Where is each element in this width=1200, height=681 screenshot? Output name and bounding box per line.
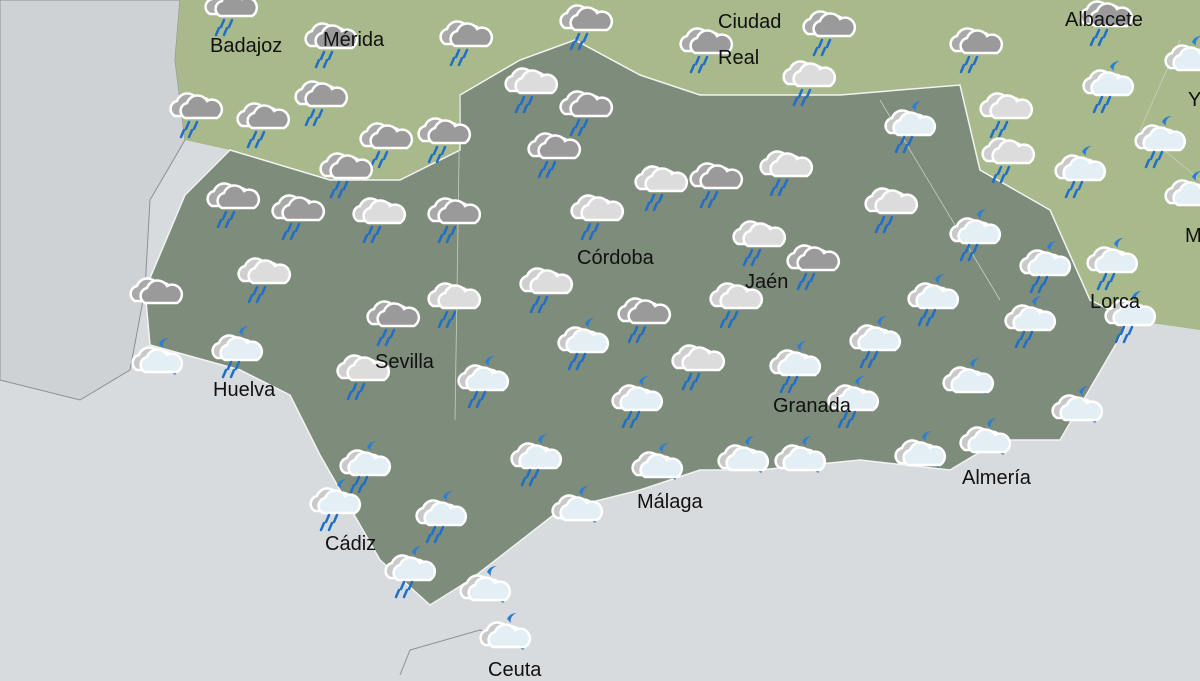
heavy-rain-cloud-icon xyxy=(802,10,857,57)
night-cloudy-icon xyxy=(959,417,1012,455)
heavy-rain-cloud-icon xyxy=(949,27,1004,74)
night-cloudy-icon xyxy=(1051,385,1104,423)
heavy-rain-cloud-icon xyxy=(359,122,414,169)
night-cloudy-icon xyxy=(942,357,995,395)
heavy-rain-cloud-icon xyxy=(366,300,421,347)
night-showers-icon xyxy=(415,490,468,544)
city-label-lorca: Lorca xyxy=(1090,291,1141,313)
city-label-jaen: Jaén xyxy=(745,271,789,293)
city-label-sevilla: Sevilla xyxy=(375,351,434,373)
rain-cloud-icon xyxy=(979,92,1034,139)
city-label-ciudad-real-2: Real xyxy=(718,47,760,69)
city-label-cadiz: Cádiz xyxy=(325,533,377,555)
city-label-merida: Mérida xyxy=(323,29,385,51)
city-label-badajoz: Badajoz xyxy=(210,35,283,57)
heavy-rain-cloud-icon xyxy=(559,4,614,51)
night-cloudy-icon xyxy=(131,337,184,375)
heavy-rain-cloud-icon xyxy=(169,92,224,139)
city-label-almeria: Almería xyxy=(962,467,1031,489)
heavy-rain-cloud-icon xyxy=(527,132,582,179)
rain-cloud-icon xyxy=(504,67,559,114)
night-showers-icon xyxy=(827,375,880,429)
rain-cloud-icon xyxy=(864,187,919,234)
night-showers-icon xyxy=(384,545,437,599)
night-cloudy-icon xyxy=(1164,171,1200,207)
night-cloudy-icon xyxy=(774,435,827,473)
night-showers-icon xyxy=(884,100,937,154)
rain-cloud-icon xyxy=(634,165,689,212)
night-cloudy-icon xyxy=(459,565,512,603)
night-showers-icon xyxy=(1086,237,1139,291)
city-label-albacete: Albacete xyxy=(1065,9,1143,31)
heavy-rain-cloud-icon xyxy=(294,80,349,127)
heavy-rain-cloud-icon xyxy=(204,0,259,37)
city-label-granada: Granada xyxy=(773,395,851,417)
night-cloudy-icon xyxy=(631,442,684,480)
night-cloudy-icon xyxy=(479,612,532,650)
night-showers-icon xyxy=(1019,240,1072,294)
heavy-rain-cloud-icon xyxy=(417,117,472,164)
rain-cloud-icon xyxy=(759,150,814,197)
night-showers-icon xyxy=(510,433,563,487)
night-cloudy-icon xyxy=(551,485,604,523)
night-showers-icon xyxy=(949,208,1002,262)
city-label-ciudad-real-1: Ciudad xyxy=(718,11,782,33)
rain-cloud-icon xyxy=(427,282,482,329)
rain-cloud-icon xyxy=(732,220,787,267)
rain-cloud-icon xyxy=(570,194,625,241)
night-showers-icon xyxy=(1134,115,1187,169)
rain-cloud-icon xyxy=(782,60,837,107)
heavy-rain-cloud-icon xyxy=(786,244,841,291)
city-label-cordoba: Córdoba xyxy=(577,247,654,269)
rain-cloud-icon xyxy=(336,354,391,401)
night-showers-icon xyxy=(769,340,822,394)
rain-cloud-icon xyxy=(237,257,292,304)
city-label-ceuta: Ceuta xyxy=(488,659,542,681)
heavy-rain-cloud-icon xyxy=(427,197,482,244)
night-showers-icon xyxy=(1054,145,1107,199)
night-showers-icon xyxy=(1082,60,1135,114)
heavy-rain-cloud-icon xyxy=(319,152,374,199)
heavy-rain-cloud-icon xyxy=(679,27,734,74)
night-cloudy-icon xyxy=(717,435,770,473)
northern-land xyxy=(175,0,1200,330)
heavy-rain-cloud-icon xyxy=(236,102,291,149)
night-showers-icon xyxy=(339,440,392,494)
night-cloudy-icon xyxy=(894,430,947,468)
heavy-rain-cloud-icon xyxy=(271,194,326,241)
heavy-rain-cloud-icon xyxy=(304,22,359,69)
night-showers-icon xyxy=(849,315,902,369)
city-label-huelva: Huelva xyxy=(213,379,276,401)
night-showers-icon xyxy=(457,355,510,409)
city-label-murcia: M xyxy=(1185,225,1200,247)
heavy-rain-cloud-icon xyxy=(559,90,614,137)
night-showers-icon xyxy=(907,273,960,327)
heavy-rain-cloud-icon xyxy=(617,297,672,344)
rain-cloud-icon xyxy=(352,197,407,244)
night-showers-icon xyxy=(1104,290,1157,344)
night-cloudy-icon xyxy=(1164,36,1200,72)
heavy-rain-cloud-icon xyxy=(689,162,744,209)
rain-cloud-icon xyxy=(671,344,726,391)
night-showers-icon xyxy=(1004,295,1057,349)
heavy-rain-cloud-icon xyxy=(439,20,494,67)
night-showers-icon xyxy=(211,325,264,379)
rain-cloud-icon xyxy=(709,282,764,329)
night-showers-icon xyxy=(557,317,610,371)
city-label-malaga: Málaga xyxy=(637,491,703,513)
heavy-rain-cloud-icon xyxy=(1079,0,1134,47)
night-showers-icon xyxy=(309,478,362,532)
heavy-rain-cloud-icon xyxy=(206,182,261,229)
night-showers-icon xyxy=(611,375,664,429)
rain-cloud-icon xyxy=(519,267,574,314)
overcast-cloud-icon xyxy=(129,277,184,305)
city-label-yecla: Y xyxy=(1188,89,1200,111)
rain-cloud-icon xyxy=(981,137,1036,184)
